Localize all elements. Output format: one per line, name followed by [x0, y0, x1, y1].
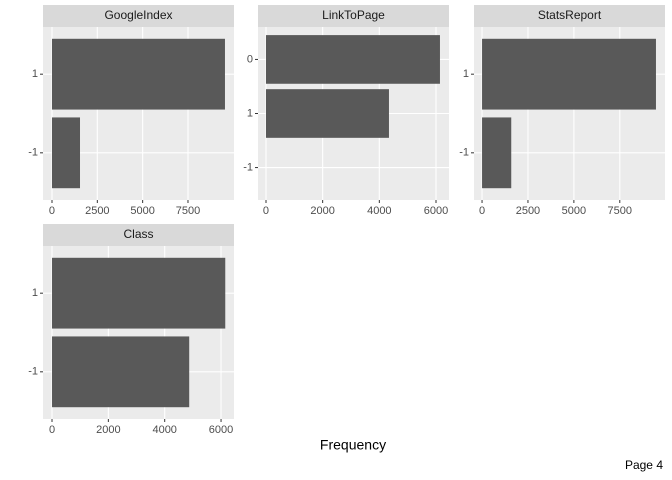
- x-axis-label: Frequency: [320, 437, 386, 453]
- strip: [43, 224, 234, 247]
- x-tick-label: 7500: [608, 205, 632, 217]
- bar: [52, 257, 226, 329]
- x-tick-label: 0: [479, 205, 485, 217]
- x-tick-label: 0: [49, 424, 55, 436]
- bar: [482, 38, 656, 110]
- x-tick-label: 4000: [367, 205, 391, 217]
- bar: [265, 35, 440, 84]
- bar: [52, 336, 190, 408]
- x-tick-label: 2500: [85, 205, 109, 217]
- y-tick-label: -1: [459, 147, 469, 159]
- strip-title: LinkToPage: [322, 8, 385, 22]
- y-tick-label: -1: [28, 366, 38, 378]
- y-tick-label: 1: [32, 68, 38, 80]
- strip-title: GoogleIndex: [104, 8, 172, 22]
- y-tick-label: 1: [463, 68, 469, 80]
- x-tick-label: 0: [49, 205, 55, 217]
- strip: [474, 5, 665, 28]
- x-tick-label: 6000: [424, 205, 448, 217]
- x-tick-label: 4000: [152, 424, 176, 436]
- x-tick-label: 7500: [176, 205, 200, 217]
- bar: [51, 117, 81, 189]
- y-tick-label: -1: [243, 161, 253, 173]
- strip-title: Class: [123, 227, 153, 241]
- page-label: Page 4: [625, 458, 663, 472]
- y-tick-label: 1: [32, 287, 38, 299]
- strip: [258, 5, 449, 28]
- x-tick-label: 0: [263, 205, 269, 217]
- y-tick-label: -1: [28, 147, 38, 159]
- x-tick-label: 2500: [516, 205, 540, 217]
- x-tick-label: 5000: [130, 205, 154, 217]
- y-tick-label: 1: [247, 107, 253, 119]
- bar: [265, 89, 389, 138]
- strip-title: StatsReport: [538, 8, 602, 22]
- x-tick-label: 2000: [96, 424, 120, 436]
- strip: [43, 5, 234, 28]
- x-tick-label: 2000: [310, 205, 334, 217]
- y-tick-label: 0: [247, 53, 253, 65]
- x-tick-label: 5000: [562, 205, 586, 217]
- x-tick-label: 6000: [209, 424, 233, 436]
- bar: [51, 38, 225, 110]
- bar: [482, 117, 512, 189]
